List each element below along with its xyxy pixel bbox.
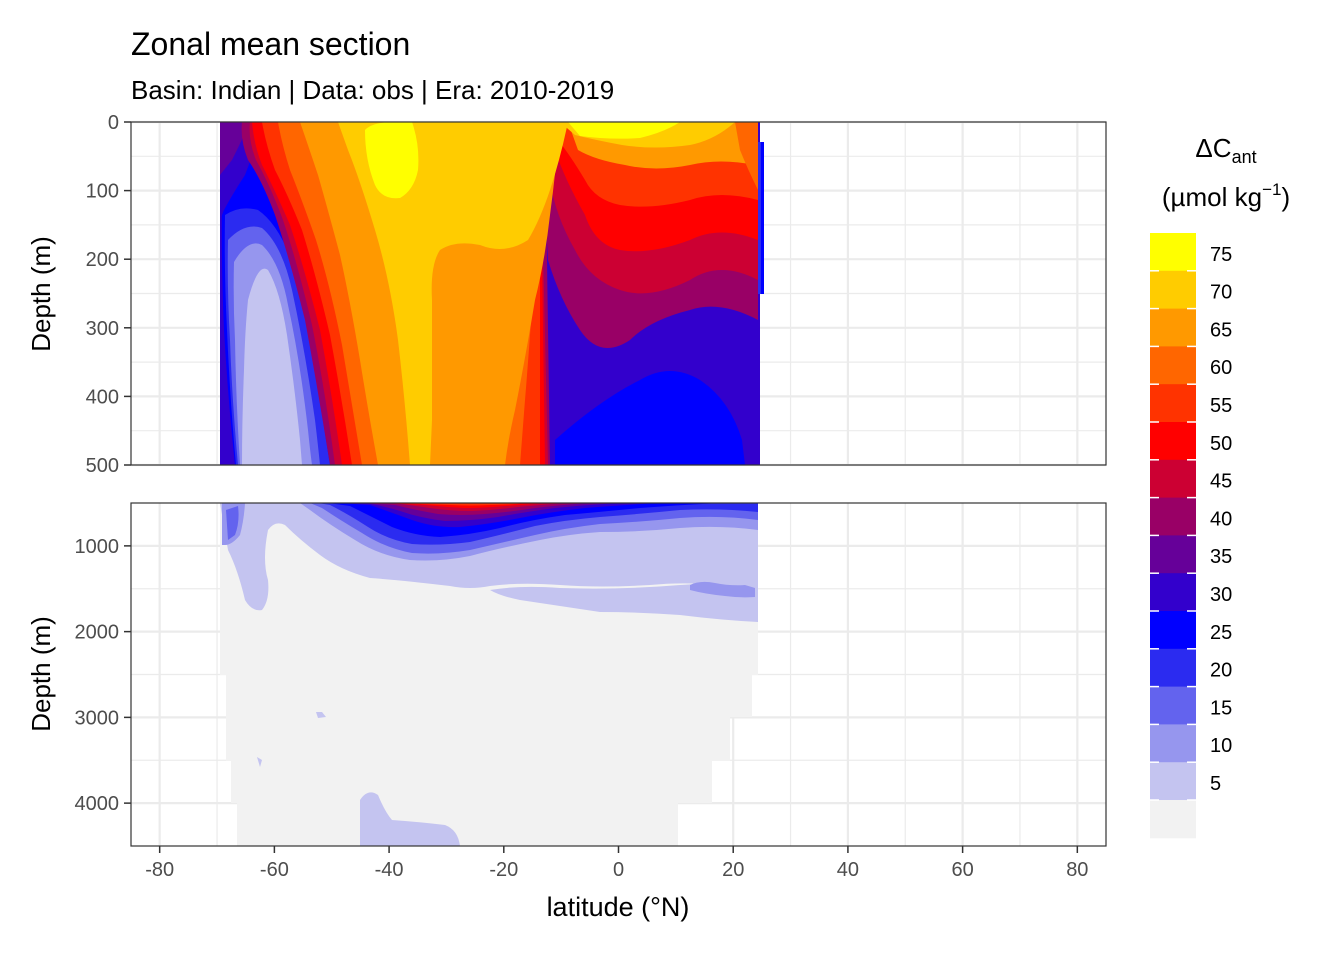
chart-subtitle: Basin: Indian | Data: obs | Era: 2010-20… — [131, 75, 614, 105]
x-tick-label: 40 — [837, 859, 859, 881]
top-band-east-deep-25 — [555, 371, 745, 465]
top-band-75-center — [365, 122, 419, 199]
x-tick-label: 80 — [1066, 859, 1088, 881]
legend-swatch — [1150, 270, 1196, 310]
top-panel-border — [130, 121, 1107, 466]
legend-title-sub: ant — [1232, 147, 1257, 167]
legend-label: 10 — [1210, 735, 1232, 757]
x-axis: -80 -60 -40 -20 0 20 40 60 80 — [145, 846, 1088, 881]
x-axis-label: latitude (°N) — [547, 892, 690, 922]
legend-label: 50 — [1210, 433, 1232, 455]
x-tick-label: -60 — [260, 859, 289, 881]
bottom-band-deep-speck-2 — [257, 757, 262, 767]
bottom-band-east-blob — [690, 581, 755, 598]
legend-labels: 75 70 65 60 55 50 45 40 35 30 25 20 15 10 5 — [1210, 244, 1232, 795]
legend-label: 20 — [1210, 660, 1232, 682]
bottom-panel — [130, 502, 1107, 847]
legend-swatch — [1150, 724, 1196, 763]
x-tick-label: -20 — [489, 859, 518, 881]
legend-label: 55 — [1210, 395, 1232, 417]
x-tick-label: 60 — [951, 859, 973, 881]
bottom-y-tick-label: 4000 — [75, 793, 120, 815]
legend-swatch — [1150, 384, 1196, 423]
bottom-y-tick-label: 3000 — [75, 707, 120, 729]
bottom-y-tick-label: 2000 — [75, 622, 120, 644]
x-tick-label: -80 — [145, 859, 174, 881]
legend-label: 35 — [1210, 546, 1232, 568]
bottom-band-east-lower-blob — [700, 559, 745, 580]
top-band-east-strip-60 — [735, 122, 758, 190]
legend-units-prefix: (µmol kg — [1162, 182, 1262, 212]
top-band-east-edge-inner — [758, 142, 761, 294]
top-band-west-5 — [242, 268, 302, 465]
top-band-70 — [338, 122, 568, 465]
legend-swatch — [1150, 573, 1196, 612]
legend-units-sup: −1 — [1262, 180, 1281, 199]
x-tick-label: -40 — [375, 859, 404, 881]
bottom-band-deep-blob — [360, 792, 460, 846]
legend-swatch — [1150, 800, 1196, 839]
legend-colorbar — [1150, 233, 1196, 839]
top-y-tick-label: 400 — [86, 386, 119, 408]
top-y-tick-label: 300 — [86, 318, 119, 340]
legend-swatch — [1150, 233, 1196, 272]
x-tick-label: 0 — [613, 859, 624, 881]
bottom-band-60 — [390, 503, 525, 506]
top-band-east-75-cap — [568, 122, 680, 139]
legend-swatch — [1150, 648, 1196, 688]
y-axis-label-bottom: Depth (m) — [26, 616, 56, 732]
legend-label: 45 — [1210, 471, 1232, 493]
chart-title: Zonal mean section — [131, 26, 410, 62]
legend-label: 5 — [1210, 773, 1221, 795]
top-panel-field — [220, 122, 764, 465]
legend-swatch — [1150, 535, 1196, 574]
bottom-y-tick-label: 1000 — [75, 536, 120, 558]
legend-swatch — [1150, 459, 1196, 499]
legend-units-suffix: ) — [1281, 182, 1290, 212]
top-y-tick-label: 500 — [86, 455, 119, 477]
legend-swatch — [1150, 762, 1196, 801]
x-tick-label: 20 — [722, 859, 744, 881]
legend-swatch — [1150, 686, 1196, 725]
legend-label: 65 — [1210, 319, 1232, 341]
legend-label: 15 — [1210, 697, 1232, 719]
legend-units: (µmol kg−1) — [1162, 180, 1290, 212]
top-y-tick-label: 200 — [86, 249, 119, 271]
legend-swatch — [1150, 308, 1196, 347]
bottom-band-10-lower-strip — [490, 583, 758, 622]
legend: ΔCant (µmol kg−1) 75 70 65 60 55 50 45 40 35 30 25… — [1150, 133, 1290, 839]
y-axis-label-top: Depth (m) — [26, 236, 56, 352]
top-y-axis: 0 100 200 300 400 500 — [86, 112, 131, 477]
bottom-panel-field — [220, 503, 758, 846]
bottom-band-west-20 — [226, 506, 239, 540]
legend-label: 40 — [1210, 508, 1232, 530]
legend-label: 70 — [1210, 282, 1232, 304]
legend-swatch — [1150, 346, 1196, 385]
top-y-tick-label: 0 — [108, 112, 119, 134]
legend-label: 30 — [1210, 584, 1232, 606]
legend-swatch — [1150, 422, 1196, 461]
legend-label: 60 — [1210, 357, 1232, 379]
legend-title: ΔCant — [1195, 133, 1256, 167]
legend-label: 25 — [1210, 622, 1232, 644]
legend-title-main: ΔC — [1195, 133, 1231, 163]
legend-swatch — [1150, 611, 1196, 650]
top-panel — [130, 120, 1107, 467]
top-y-tick-label: 100 — [86, 181, 119, 203]
legend-swatch — [1150, 497, 1196, 536]
bottom-y-axis: 1000 2000 3000 4000 — [75, 536, 131, 815]
legend-label: 75 — [1210, 244, 1232, 266]
bottom-band-deep-speck-1 — [316, 712, 326, 718]
